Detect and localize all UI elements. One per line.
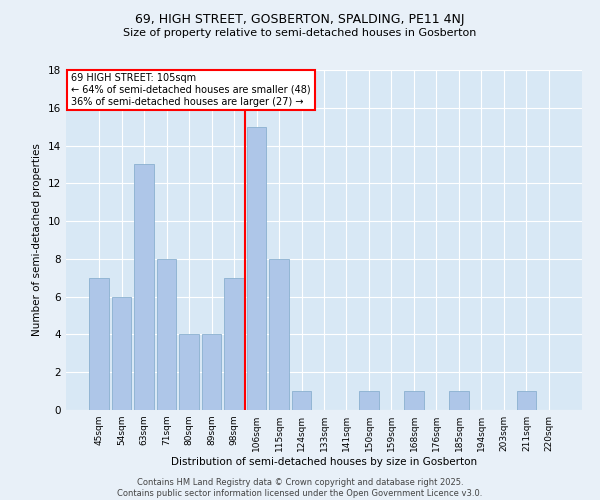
X-axis label: Distribution of semi-detached houses by size in Gosberton: Distribution of semi-detached houses by … <box>171 457 477 467</box>
Bar <box>359 391 379 410</box>
Bar <box>179 334 199 410</box>
Text: 69 HIGH STREET: 105sqm
← 64% of semi-detached houses are smaller (48)
36% of sem: 69 HIGH STREET: 105sqm ← 64% of semi-det… <box>71 74 311 106</box>
Bar <box>112 296 131 410</box>
Bar <box>269 259 289 410</box>
Text: 69, HIGH STREET, GOSBERTON, SPALDING, PE11 4NJ: 69, HIGH STREET, GOSBERTON, SPALDING, PE… <box>135 12 465 26</box>
Bar <box>89 278 109 410</box>
Bar <box>292 391 311 410</box>
Bar <box>449 391 469 410</box>
Bar <box>247 126 266 410</box>
Bar <box>404 391 424 410</box>
Bar <box>157 259 176 410</box>
Bar <box>224 278 244 410</box>
Text: Size of property relative to semi-detached houses in Gosberton: Size of property relative to semi-detach… <box>124 28 476 38</box>
Bar <box>134 164 154 410</box>
Text: Contains HM Land Registry data © Crown copyright and database right 2025.
Contai: Contains HM Land Registry data © Crown c… <box>118 478 482 498</box>
Bar <box>517 391 536 410</box>
Bar <box>202 334 221 410</box>
Y-axis label: Number of semi-detached properties: Number of semi-detached properties <box>32 144 43 336</box>
